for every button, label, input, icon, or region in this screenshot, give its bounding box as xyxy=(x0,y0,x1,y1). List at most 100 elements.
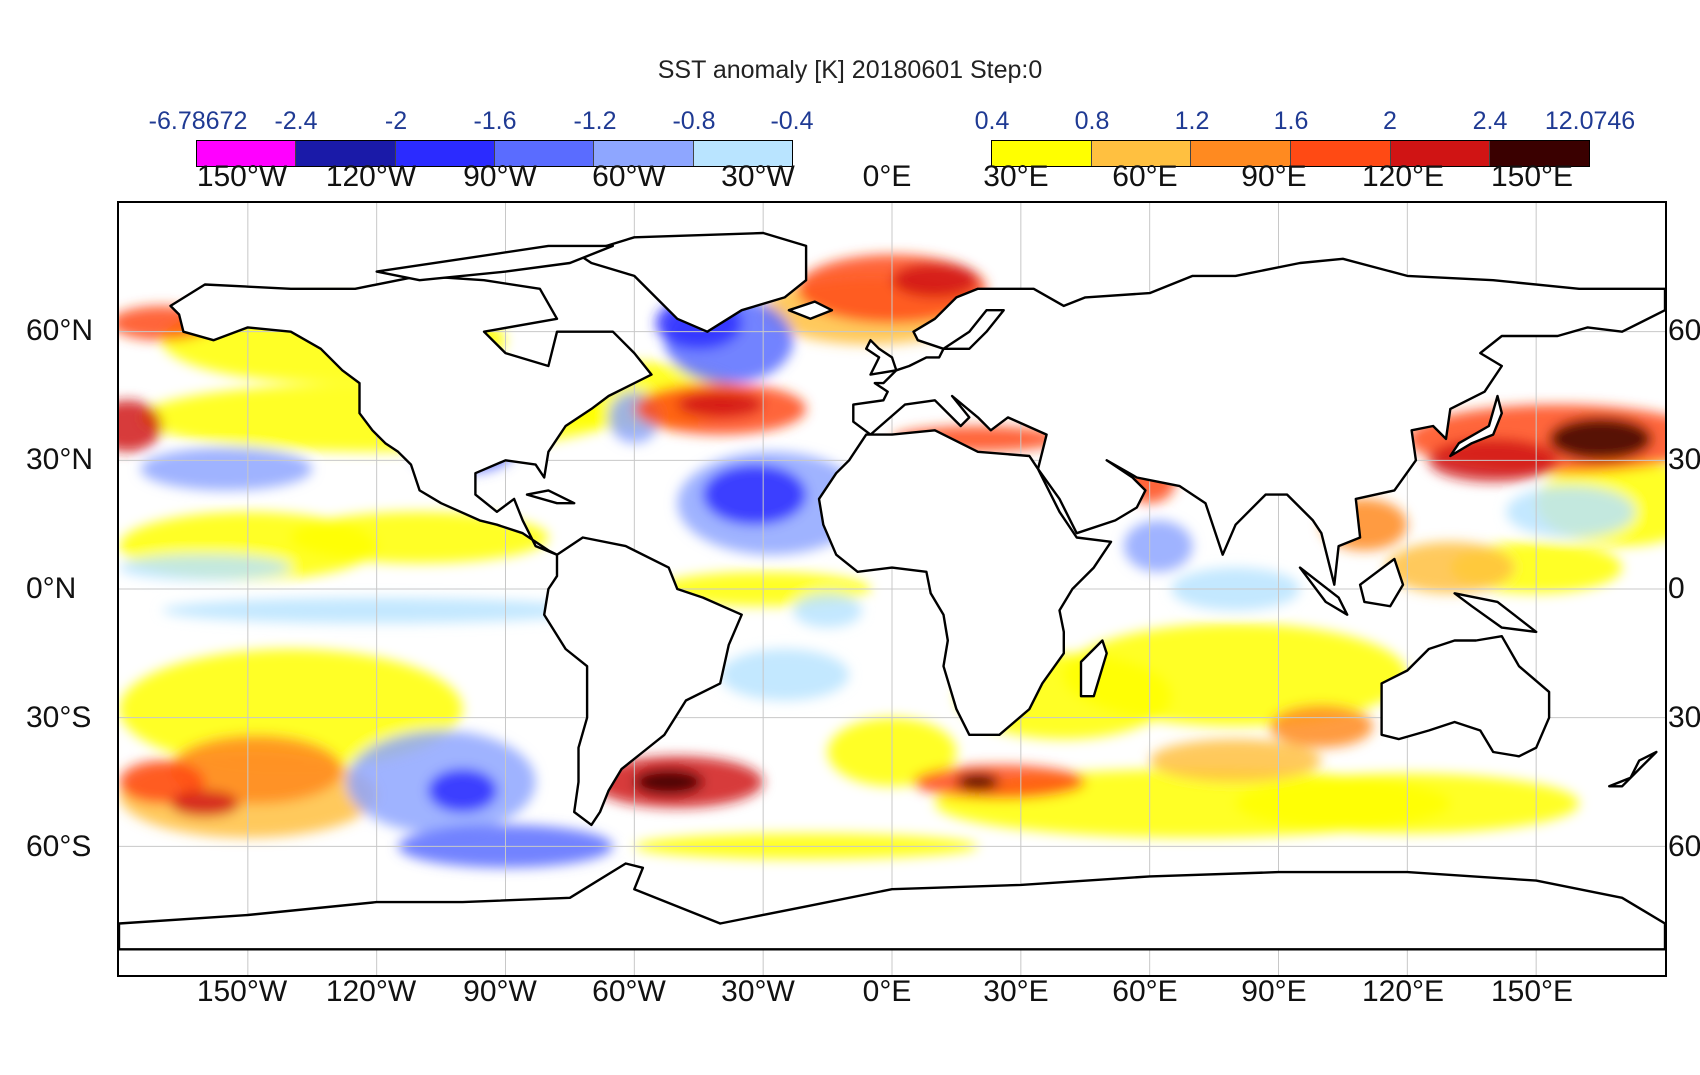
colorbar-negative-segment xyxy=(493,141,594,166)
x-tick-top: 90°W xyxy=(463,160,537,193)
x-tick-top: 60°W xyxy=(592,160,666,193)
x-tick-bottom: 150°E xyxy=(1490,975,1574,1008)
x-tick-top: 0°E xyxy=(862,160,912,193)
map-title: SST anomaly [K] 20180601 Step:0 xyxy=(657,56,1043,84)
sst-anomaly-patch xyxy=(119,554,291,581)
colorbar-negative-segment xyxy=(197,141,296,166)
y-tick-left: 60°N xyxy=(26,314,94,347)
sst-anomaly-patch xyxy=(956,773,1000,791)
x-tick-bottom: 60°W xyxy=(592,975,666,1008)
new-guinea-landmass xyxy=(1453,592,1538,634)
colorbar-positive-segment xyxy=(1290,141,1390,166)
x-tick-top: 30°W xyxy=(721,160,795,193)
x-tick-bottom: 60°E xyxy=(1112,975,1178,1008)
colorbar-positive-segment xyxy=(992,141,1091,166)
x-tick-bottom: 30°W xyxy=(721,975,795,1008)
colorbar-negative-segment xyxy=(593,141,693,166)
sst-anomaly-patch xyxy=(119,400,162,452)
south-america-landmass xyxy=(543,536,743,827)
sst-anomaly-patch xyxy=(428,769,497,813)
cb-neg-label-1: -2.4 xyxy=(274,107,318,135)
y-tick-left: 30°S xyxy=(26,701,92,734)
madagascar-landmass xyxy=(1079,639,1108,698)
new-zealand-landmass xyxy=(1608,750,1658,788)
arctic-islands-landmass xyxy=(375,244,615,282)
sst-anomaly-patch xyxy=(793,593,862,628)
y-tick-left: 0°N xyxy=(26,572,77,605)
sst-anomaly-patch xyxy=(1269,704,1373,748)
x-tick-top: 120°E xyxy=(1361,160,1445,193)
greenland-landmass xyxy=(577,231,808,333)
cb-pos-label-0: 0.4 xyxy=(974,107,1010,135)
sst-anomaly-patch xyxy=(1385,541,1515,594)
x-tick-top: 60°E xyxy=(1112,160,1178,193)
y-tick-left: 30°N xyxy=(26,443,94,476)
north-america-landmass xyxy=(169,274,653,556)
sst-anomaly-patch xyxy=(170,790,240,817)
colorbar-negative-bar xyxy=(196,140,793,167)
cuba-landmass xyxy=(525,489,576,505)
cb-pos-label-4: 2 xyxy=(1383,107,1397,135)
colorbar-positive-bar xyxy=(991,140,1590,167)
colorbar-negative-segment xyxy=(295,141,395,166)
sst-anomaly-patch xyxy=(140,447,313,491)
cb-neg-label-0: -6.78672 xyxy=(148,107,248,135)
uk-landmass xyxy=(865,339,898,376)
sst-anomaly-patch xyxy=(892,263,978,298)
cb-pos-label-6: 12.0746 xyxy=(1544,107,1636,135)
y-tick-right: 30 xyxy=(1668,701,1700,734)
colorbar-positive-segment xyxy=(1389,141,1490,166)
cb-pos-label-3: 1.6 xyxy=(1273,107,1309,135)
sst-anomaly-patch xyxy=(703,464,807,525)
y-tick-right: 0 xyxy=(1668,572,1685,605)
sst-anomaly-patch xyxy=(720,649,850,701)
x-tick-bottom: 150°W xyxy=(196,975,288,1008)
cb-pos-label-2: 1.2 xyxy=(1174,107,1210,135)
cb-neg-label-3: -1.6 xyxy=(473,107,517,135)
scandinavia-gap-landmass xyxy=(942,309,1005,350)
australia-landmass xyxy=(1380,635,1551,758)
x-tick-bottom: 90°E xyxy=(1241,975,1307,1008)
cb-neg-label-5: -0.8 xyxy=(672,107,716,135)
africa-landmass xyxy=(817,429,1113,736)
x-tick-bottom: 120°W xyxy=(325,975,417,1008)
colorbar-positive-segment xyxy=(1090,141,1191,166)
sst-anomaly-patch xyxy=(1123,520,1193,572)
x-tick-top: 150°W xyxy=(196,160,288,193)
colorbar-positive-segment xyxy=(1190,141,1291,166)
sst-anomaly-patch xyxy=(1506,486,1635,538)
x-tick-bottom: 30°E xyxy=(983,975,1049,1008)
colorbar-positive-segment xyxy=(1489,141,1590,166)
sst-anomaly-patch xyxy=(290,511,549,564)
sst-anomaly-patch xyxy=(634,769,704,795)
antarctica-landmass xyxy=(119,862,1665,951)
y-tick-left: 60°S xyxy=(26,830,92,863)
indonesia-borneo-landmass xyxy=(1358,557,1405,608)
eurasia-landmass xyxy=(852,257,1665,586)
cb-neg-label-2: -2 xyxy=(384,107,408,135)
x-tick-top: 90°E xyxy=(1241,160,1307,193)
sst-anomaly-patch xyxy=(170,734,343,804)
cb-neg-label-4: -1.2 xyxy=(573,107,617,135)
x-tick-top: 150°E xyxy=(1490,160,1574,193)
sst-anomaly-patch xyxy=(677,391,764,418)
sst-anomaly-patch xyxy=(1149,739,1322,782)
sumatra-landmass xyxy=(1298,566,1349,616)
x-tick-top: 120°W xyxy=(325,160,417,193)
x-tick-bottom: 120°E xyxy=(1361,975,1445,1008)
x-tick-bottom: 90°W xyxy=(463,975,537,1008)
japan-landmass xyxy=(1449,394,1503,458)
sst-anomaly-patch xyxy=(119,760,205,804)
map-frame xyxy=(117,201,1667,977)
cb-pos-label-1: 0.8 xyxy=(1074,107,1110,135)
iceland-landmass xyxy=(787,300,834,320)
colorbar-negative-segment xyxy=(692,141,792,166)
y-tick-right: 60 xyxy=(1668,830,1700,863)
cb-neg-label-6: -0.4 xyxy=(770,107,814,135)
sst-anomaly-map xyxy=(119,203,1665,975)
y-tick-right: 60 xyxy=(1668,314,1700,347)
x-tick-bottom: 0°E xyxy=(862,975,912,1008)
sst-anomaly-patch xyxy=(1549,417,1653,461)
land-masses xyxy=(119,231,1665,951)
cb-pos-label-5: 2.4 xyxy=(1472,107,1508,135)
